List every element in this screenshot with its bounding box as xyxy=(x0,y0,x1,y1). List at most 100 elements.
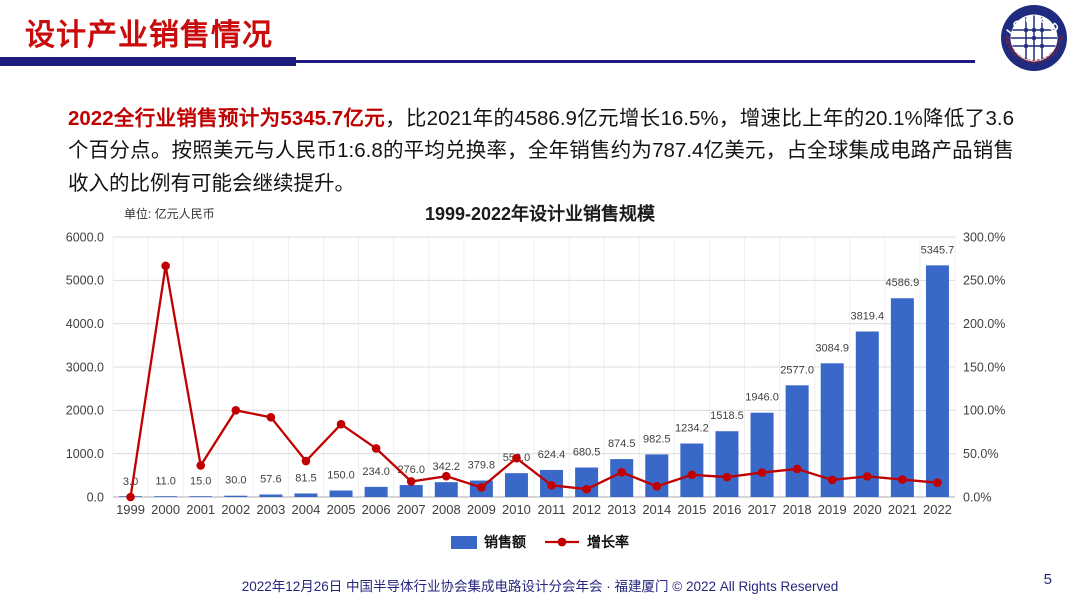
growth-marker xyxy=(336,419,346,429)
x-tick-label: 2000 xyxy=(151,502,180,517)
sales-bar-label: 1518.5 xyxy=(710,410,744,422)
sales-bar xyxy=(504,473,528,497)
x-tick-label: 2006 xyxy=(362,502,391,517)
growth-marker xyxy=(862,472,872,481)
chart-legend: 销售额 增长率 xyxy=(0,532,1080,552)
growth-marker xyxy=(722,472,732,482)
x-tick-label: 2019 xyxy=(818,502,847,517)
sales-bar xyxy=(224,495,248,497)
sales-bar xyxy=(890,298,914,497)
growth-marker xyxy=(196,461,206,470)
y-tick-label-right: 300.0% xyxy=(963,230,1005,244)
legend-item-sales: 销售额 xyxy=(451,532,526,552)
sales-bar-label: 342.2 xyxy=(433,461,461,473)
growth-marker xyxy=(441,471,451,481)
sales-bar xyxy=(294,493,318,497)
x-tick-label: 2022 xyxy=(923,502,952,517)
x-tick-label: 2021 xyxy=(888,502,917,517)
sales-bar-label: 30.0 xyxy=(225,475,246,487)
summary-paragraph: 2022全行业销售预计为5345.7亿元，比2021年的4586.9亿元增长16… xyxy=(68,103,1014,201)
sales-bar-label: 81.5 xyxy=(295,472,316,484)
sales-bar xyxy=(329,490,353,497)
sales-bar xyxy=(610,459,634,497)
title-underline-thick xyxy=(0,57,296,66)
legend-sales-label: 销售额 xyxy=(484,534,526,550)
growth-marker xyxy=(512,453,521,463)
y-tick-label-right: 0.0% xyxy=(963,490,992,504)
growth-marker xyxy=(757,468,767,477)
sales-bar xyxy=(154,496,178,497)
growth-marker xyxy=(371,444,381,453)
sales-bar xyxy=(785,385,809,497)
growth-marker xyxy=(617,468,627,477)
sales-bar xyxy=(820,363,844,497)
growth-marker xyxy=(898,475,907,484)
sales-bar-label: 680.5 xyxy=(573,447,601,459)
logo-circuit-nodes xyxy=(1024,28,1044,48)
legend-line-swatch-icon xyxy=(545,537,579,547)
growth-marker xyxy=(406,477,416,486)
logo-circuit-grid-icon xyxy=(1011,15,1057,61)
x-tick-label: 2016 xyxy=(712,502,741,517)
growth-marker xyxy=(266,412,276,422)
sales-bar-label: 624.4 xyxy=(538,449,566,461)
y-tick-label-right: 150.0% xyxy=(963,360,1005,374)
sales-bar-label: 2577.0 xyxy=(780,364,814,376)
sales-growth-chart: 0.0 1000.0 2000.0 3000.0 4000.0 5000.0 6000.0 0… xyxy=(66,230,1006,517)
sales-bar-label: 234.0 xyxy=(362,466,390,478)
y-tick-label-left: 6000.0 xyxy=(66,230,104,244)
sales-bar-label: 11.0 xyxy=(155,476,176,488)
sales-bar-label: 982.5 xyxy=(643,433,671,445)
sales-bar-label: 4586.9 xyxy=(886,277,920,289)
x-tick-label: 2011 xyxy=(538,502,566,517)
x-tick-label: 2010 xyxy=(502,502,531,517)
x-tick-label: 2015 xyxy=(677,502,706,517)
sales-bar-label: 379.8 xyxy=(468,460,496,472)
summary-highlight: 2022全行业销售预计为5345.7亿元 xyxy=(68,106,386,130)
sales-bar xyxy=(715,431,739,497)
sales-bar xyxy=(364,486,388,497)
x-tick-label: 2017 xyxy=(748,502,777,517)
x-tick-label: 2009 xyxy=(467,502,496,517)
page-title: 设计产业销售情况 xyxy=(25,19,273,52)
x-tick-label: 2018 xyxy=(783,502,812,517)
growth-marker xyxy=(231,406,241,415)
x-tick-label: 2013 xyxy=(607,502,636,517)
sales-bar xyxy=(434,482,458,497)
legend-item-growth: 增长率 xyxy=(544,532,629,552)
sales-bar xyxy=(925,265,949,497)
y-tick-label-left: 4000.0 xyxy=(66,317,104,331)
sales-bar-label: 3084.9 xyxy=(815,342,849,354)
x-tick-label: 2012 xyxy=(572,502,601,517)
y-tick-label-left: 1000.0 xyxy=(66,447,104,461)
growth-marker xyxy=(792,464,802,474)
y-tick-label-left: 2000.0 xyxy=(66,404,104,418)
sales-bar-label: 150.0 xyxy=(327,470,355,482)
sales-bar xyxy=(750,412,774,497)
y-tick-label-right: 100.0% xyxy=(963,404,1005,418)
sales-bar xyxy=(399,485,423,497)
x-tick-label: 2002 xyxy=(221,502,250,517)
sales-bar-label: 1234.2 xyxy=(675,423,709,435)
x-tick-label: 2008 xyxy=(432,502,461,517)
footer-text: 2022年12月26日 中国半导体行业协会集成电路设计分会年会 · 福建厦门 ©… xyxy=(241,579,839,594)
sales-bar-label: 15.0 xyxy=(190,475,211,487)
x-tick-label: 2003 xyxy=(256,502,285,517)
growth-marker xyxy=(652,482,662,491)
x-tick-label: 2007 xyxy=(397,502,426,517)
x-tick-label: 2020 xyxy=(853,502,882,517)
legend-bar-swatch-icon xyxy=(451,535,477,549)
sales-bar xyxy=(645,454,669,497)
y-tick-label-right: 50.0% xyxy=(963,447,998,461)
growth-marker xyxy=(933,478,942,488)
sales-bar-label: 5345.7 xyxy=(921,244,955,256)
iccad-logo: ICCAD 中国半导体行业协会集成电路设计分会 xyxy=(996,3,1072,73)
y-tick-label-right: 250.0% xyxy=(963,274,1005,288)
sales-bar-label: 1946.0 xyxy=(745,392,779,404)
page-number: 5 xyxy=(1043,571,1052,588)
sales-bar xyxy=(680,443,704,497)
sales-bar-label: 874.5 xyxy=(608,438,636,450)
sales-bar-label: 57.6 xyxy=(260,474,281,486)
growth-marker xyxy=(582,484,591,494)
